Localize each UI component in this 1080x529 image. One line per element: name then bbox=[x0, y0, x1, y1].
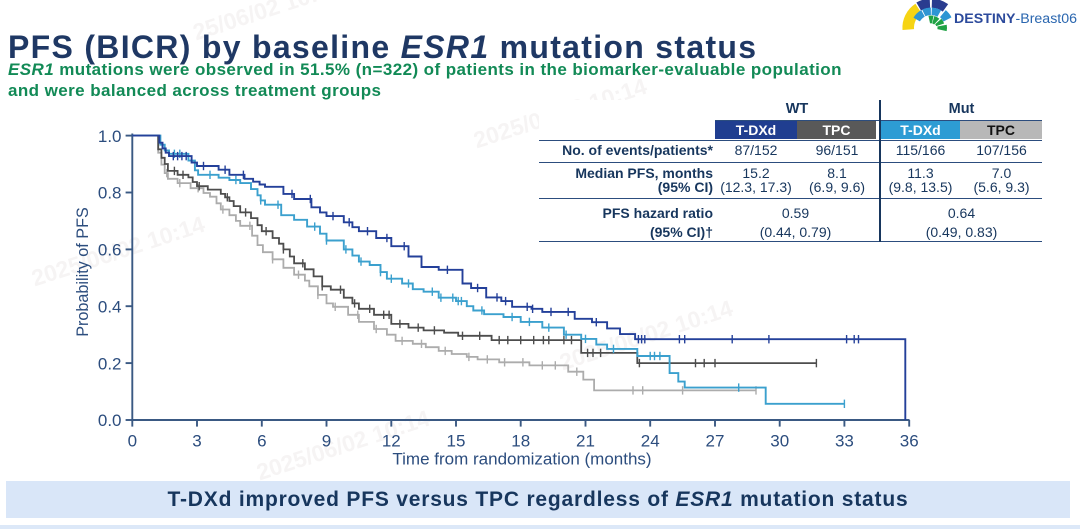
svg-text:30: 30 bbox=[770, 432, 789, 451]
svg-text:24: 24 bbox=[641, 432, 660, 451]
svg-text:0.4: 0.4 bbox=[98, 297, 122, 316]
svg-text:1.0: 1.0 bbox=[98, 127, 122, 146]
svg-text:9: 9 bbox=[322, 432, 331, 451]
svg-text:0.6: 0.6 bbox=[98, 241, 122, 260]
svg-text:0.2: 0.2 bbox=[98, 354, 122, 373]
svg-text:3: 3 bbox=[192, 432, 201, 451]
svg-text:27: 27 bbox=[706, 432, 725, 451]
svg-text:36: 36 bbox=[900, 432, 919, 451]
svg-text:DESTINY-Breast06: DESTINY-Breast06 bbox=[954, 11, 1077, 27]
svg-text:0: 0 bbox=[128, 432, 137, 451]
svg-text:33: 33 bbox=[835, 432, 854, 451]
svg-text:12: 12 bbox=[382, 432, 401, 451]
svg-text:Time from randomization (month: Time from randomization (months) bbox=[392, 450, 651, 469]
svg-text:18: 18 bbox=[511, 432, 530, 451]
svg-text:15: 15 bbox=[447, 432, 466, 451]
svg-text:Probability of PFS: Probability of PFS bbox=[74, 207, 92, 337]
svg-text:6: 6 bbox=[257, 432, 266, 451]
svg-text:21: 21 bbox=[576, 432, 595, 451]
svg-text:0.8: 0.8 bbox=[98, 184, 122, 203]
svg-text:0.0: 0.0 bbox=[98, 411, 122, 430]
